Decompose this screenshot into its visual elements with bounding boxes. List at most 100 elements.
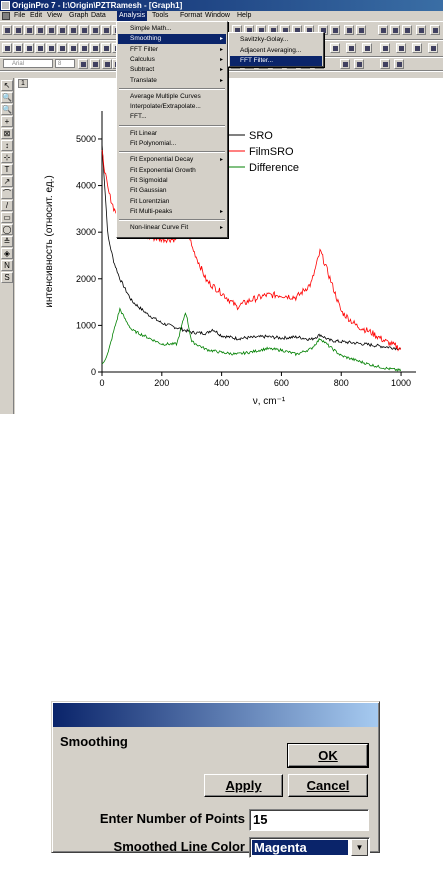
toolbar-button[interactable] bbox=[68, 25, 78, 35]
submenu-item-fft-filter[interactable]: FFT Filter... bbox=[230, 56, 322, 66]
menu-item-fit-gaussian[interactable]: Fit Gaussian bbox=[118, 186, 226, 196]
palette-tool-icon[interactable]: ⊠ bbox=[1, 128, 13, 139]
menu-item-average-multiple-curves[interactable]: Average Multiple Curves bbox=[118, 92, 226, 102]
palette-tool-icon[interactable]: ↖ bbox=[1, 80, 13, 91]
toolbar-button[interactable] bbox=[46, 25, 56, 35]
toolbar-button[interactable] bbox=[340, 59, 350, 69]
palette-tool-icon[interactable]: N bbox=[1, 260, 13, 271]
palette-tool-icon[interactable]: 🔍 bbox=[1, 92, 13, 103]
menu-item-fft[interactable]: FFT... bbox=[118, 112, 226, 122]
toolbar-button[interactable] bbox=[46, 43, 56, 53]
toolbar-button[interactable] bbox=[68, 43, 78, 53]
toolbar-button[interactable] bbox=[346, 43, 356, 53]
menu-item-fit-linear[interactable]: Fit Linear bbox=[118, 129, 226, 139]
ok-button[interactable]: OK bbox=[287, 743, 369, 768]
toolbar-button[interactable] bbox=[396, 43, 406, 53]
toolbar-button[interactable] bbox=[57, 25, 67, 35]
menu-item-fit-exponential-decay[interactable]: Fit Exponential Decay ▸ bbox=[118, 155, 226, 165]
menu-item-smoothing[interactable]: Smoothing ▸ bbox=[118, 34, 226, 45]
toolbar-button[interactable] bbox=[412, 43, 422, 53]
toolbar-button[interactable] bbox=[2, 25, 12, 35]
menu-item-fit-polynomial[interactable]: Fit Polynomial... bbox=[118, 139, 226, 149]
menu-window[interactable]: Window bbox=[205, 12, 230, 19]
toolbar-button[interactable] bbox=[2, 43, 12, 53]
toolbar-button[interactable] bbox=[430, 25, 440, 35]
toolbar-button[interactable] bbox=[35, 25, 45, 35]
graph-page[interactable]: 1 bbox=[15, 78, 443, 414]
toolbar-button[interactable] bbox=[90, 25, 100, 35]
toolbar-button[interactable] bbox=[101, 43, 111, 53]
palette-tool-icon[interactable]: + bbox=[1, 116, 13, 127]
apply-button[interactable]: Apply bbox=[204, 774, 283, 797]
palette-tool-icon[interactable]: ≙ bbox=[1, 236, 13, 247]
toolbar-button[interactable] bbox=[13, 43, 23, 53]
toolbar-button[interactable] bbox=[394, 59, 404, 69]
toolbar-button[interactable] bbox=[90, 43, 100, 53]
menu-format[interactable]: Format bbox=[180, 12, 203, 19]
menu-item-interpolate-extrapolate[interactable]: Interpolate/Extrapolate... bbox=[118, 102, 226, 112]
palette-tool-icon[interactable]: ◈ bbox=[1, 248, 13, 259]
menu-view[interactable]: View bbox=[47, 12, 63, 19]
toolbar-button[interactable] bbox=[57, 43, 67, 53]
toolbar-button[interactable] bbox=[428, 43, 438, 53]
menu-item-fit-exponential-growth[interactable]: Fit Exponential Growth bbox=[118, 166, 226, 176]
toolbar-button[interactable] bbox=[330, 43, 340, 53]
menu-item-subtract[interactable]: Subtract ▸ bbox=[118, 65, 226, 75]
number-of-points-input[interactable]: 15 bbox=[249, 809, 369, 831]
menu-graph[interactable]: Graph bbox=[69, 12, 89, 19]
toolbar-button[interactable] bbox=[102, 59, 112, 69]
toolbar-button[interactable] bbox=[416, 25, 426, 35]
menu-file[interactable]: File bbox=[14, 12, 26, 19]
toolbar-button[interactable] bbox=[356, 25, 366, 35]
menu-help[interactable]: Help bbox=[237, 12, 252, 19]
toolbar-button[interactable] bbox=[380, 43, 390, 53]
toolbar-button[interactable] bbox=[35, 43, 45, 53]
toolbar-button[interactable] bbox=[24, 25, 34, 35]
toolbar-button[interactable] bbox=[344, 25, 354, 35]
toolbar-button[interactable] bbox=[101, 25, 111, 35]
toolbar-button[interactable] bbox=[378, 25, 388, 35]
palette-tool-icon[interactable]: ⊹ bbox=[1, 152, 13, 163]
palette-tool-icon[interactable]: S bbox=[1, 272, 13, 283]
menu-item-translate[interactable]: Translate ▸ bbox=[118, 76, 226, 86]
toolbar-button[interactable] bbox=[390, 25, 400, 35]
document-icon[interactable] bbox=[2, 12, 10, 20]
line-color-select[interactable]: Magenta ▼ bbox=[249, 837, 370, 858]
toolbar-button[interactable] bbox=[380, 59, 390, 69]
toolbar-button[interactable] bbox=[90, 59, 100, 69]
toolbar-button[interactable] bbox=[354, 59, 364, 69]
toolbar-button[interactable] bbox=[78, 59, 88, 69]
menu-item-simple-math[interactable]: Simple Math... bbox=[118, 24, 226, 34]
palette-tool-icon[interactable]: T bbox=[1, 164, 13, 175]
toolbar-button[interactable] bbox=[79, 25, 89, 35]
toolbar-button[interactable] bbox=[79, 43, 89, 53]
palette-tool-icon[interactable]: ↗ bbox=[1, 176, 13, 187]
palette-tool-icon[interactable]: 🔍 bbox=[1, 104, 13, 115]
menu-item-fit-multi-peaks[interactable]: Fit Multi-peaks ▸ bbox=[118, 207, 226, 217]
menu-item-fit-lorentzian[interactable]: Fit Lorentzian bbox=[118, 197, 226, 207]
menu-item-fit-sigmoidal[interactable]: Fit Sigmoidal bbox=[118, 176, 226, 186]
menu-item-calculus[interactable]: Calculus ▸ bbox=[118, 55, 226, 65]
layer-1-tag[interactable]: 1 bbox=[18, 79, 28, 88]
palette-tool-icon[interactable]: ⌒ bbox=[1, 188, 13, 199]
menu-analysis[interactable]: Analysis bbox=[117, 11, 148, 21]
submenu-item-adjacent-averaging[interactable]: Adjacent Averaging... bbox=[240, 46, 302, 54]
chevron-down-icon[interactable]: ▼ bbox=[351, 839, 368, 856]
toolbar-button[interactable] bbox=[24, 43, 34, 53]
palette-tool-icon[interactable]: ↕ bbox=[1, 140, 13, 151]
toolbar-button[interactable] bbox=[13, 25, 23, 35]
font-name-box[interactable]: Arial bbox=[3, 59, 53, 68]
toolbar-button[interactable] bbox=[362, 43, 372, 53]
menu-item-non-linear-curve-fit[interactable]: Non-linear Curve Fit ▸ bbox=[118, 223, 226, 233]
menu-data[interactable]: Data bbox=[91, 12, 106, 19]
menu-tools[interactable]: Tools bbox=[152, 12, 169, 19]
palette-tool-icon[interactable]: ▭ bbox=[1, 212, 13, 223]
toolbar-button[interactable] bbox=[402, 25, 412, 35]
toolbar-button[interactable] bbox=[330, 25, 340, 35]
submenu-item-savitzky-golay[interactable]: Savitzky-Golay... bbox=[240, 36, 289, 43]
palette-tool-icon[interactable]: / bbox=[1, 200, 13, 211]
cancel-button[interactable]: Cancel bbox=[288, 774, 368, 797]
font-size-box[interactable]: 8 bbox=[55, 59, 75, 68]
menu-edit[interactable]: Edit bbox=[30, 12, 43, 19]
palette-tool-icon[interactable]: ◯ bbox=[1, 224, 13, 235]
